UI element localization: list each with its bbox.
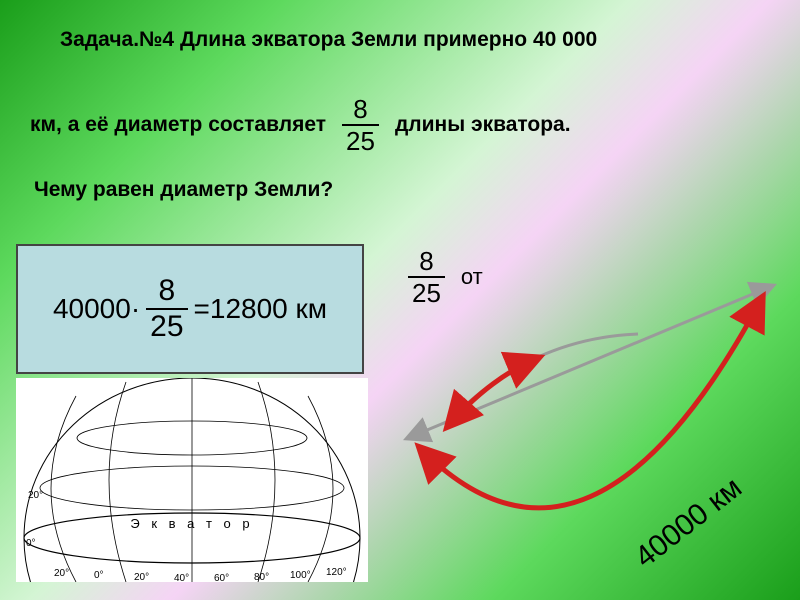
equator-text: Э к в а т о р (130, 516, 253, 531)
problem-question: Чему равен диаметр Земли? (34, 178, 333, 202)
svg-text:20°: 20° (28, 490, 43, 501)
arc-diagram (390, 268, 790, 588)
svg-text:100°: 100° (290, 570, 311, 581)
svg-text:20°: 20° (54, 568, 69, 579)
frac-den: 25 (342, 124, 379, 154)
problem-line2: км, а её диаметр составляет 8 25 длины э… (30, 96, 571, 154)
svg-text:0°: 0° (94, 570, 104, 581)
slide-content: Задача.№4 Длина экватора Земли примерно … (0, 0, 800, 600)
svg-text:40°: 40° (174, 573, 189, 582)
fraction-inline: 8 25 (342, 96, 379, 154)
svg-text:80°: 80° (254, 572, 269, 582)
answer-fraction: 8 25 (146, 276, 187, 342)
svg-text:0°: 0° (26, 538, 36, 549)
answer-base: 40000· (53, 293, 140, 325)
ans-frac-den: 25 (146, 308, 187, 342)
answer-result: =12800 км (194, 293, 328, 325)
ans-frac-num: 8 (155, 276, 180, 308)
line2-part2: длины экватора. (395, 113, 571, 137)
frac-num: 8 (349, 96, 371, 124)
globe-diagram: Э к в а т о р 20° 0° 20° 40° 60° 80° 100… (16, 378, 368, 582)
problem-title: Задача.№4 Длина экватора Земли примерно … (60, 28, 597, 52)
svg-text:120°: 120° (326, 567, 347, 578)
answer-box: 40000· 8 25 =12800 км (16, 244, 364, 374)
svg-text:20°: 20° (134, 572, 149, 582)
line2-part1: км, а её диаметр составляет (30, 113, 326, 137)
svg-text:60°: 60° (214, 573, 229, 582)
